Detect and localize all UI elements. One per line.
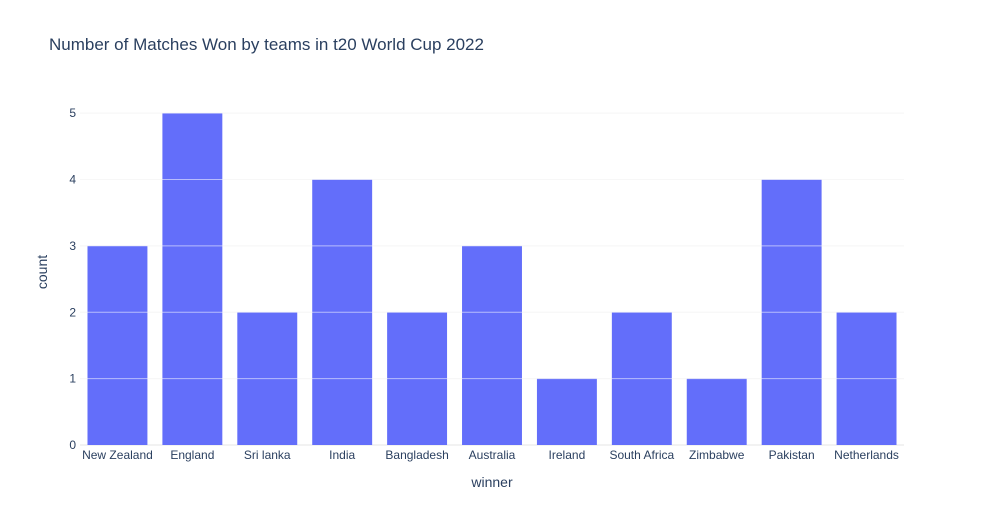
y-tick-label: 4 bbox=[69, 173, 76, 187]
x-tick-label: Australia bbox=[469, 448, 516, 462]
y-tick-label: 2 bbox=[69, 305, 76, 319]
bar-gridlines bbox=[80, 112, 904, 380]
x-axis-ticks: New Zealand England Sri lanka India Banglade… bbox=[82, 448, 899, 462]
x-tick-label: England bbox=[170, 448, 214, 462]
x-tick-label: Sri lanka bbox=[244, 448, 291, 462]
y-axis-ticks: 0 1 2 3 4 5 bbox=[69, 106, 76, 452]
bars bbox=[87, 113, 897, 445]
chart-title: Number of Matches Won by teams in t20 Wo… bbox=[49, 35, 484, 54]
x-tick-label: Bangladesh bbox=[385, 448, 448, 462]
bar[interactable] bbox=[686, 378, 747, 445]
y-tick-label: 0 bbox=[69, 438, 76, 452]
x-tick-label: Netherlands bbox=[834, 448, 899, 462]
y-tick-label: 3 bbox=[69, 239, 76, 253]
y-tick-label: 5 bbox=[69, 106, 76, 120]
x-tick-label: South Africa bbox=[609, 448, 674, 462]
x-tick-label: New Zealand bbox=[82, 448, 153, 462]
bar[interactable] bbox=[462, 245, 522, 445]
x-tick-label: India bbox=[329, 448, 355, 462]
x-axis-title: winner bbox=[470, 474, 513, 490]
y-axis-title: count bbox=[34, 255, 50, 289]
bar[interactable] bbox=[162, 113, 223, 445]
bar[interactable] bbox=[536, 378, 597, 445]
bar[interactable] bbox=[87, 245, 148, 445]
y-tick-label: 1 bbox=[69, 372, 76, 386]
x-tick-label: Zimbabwe bbox=[689, 448, 745, 462]
x-tick-label: Ireland bbox=[549, 448, 586, 462]
x-tick-label: Pakistan bbox=[769, 448, 815, 462]
